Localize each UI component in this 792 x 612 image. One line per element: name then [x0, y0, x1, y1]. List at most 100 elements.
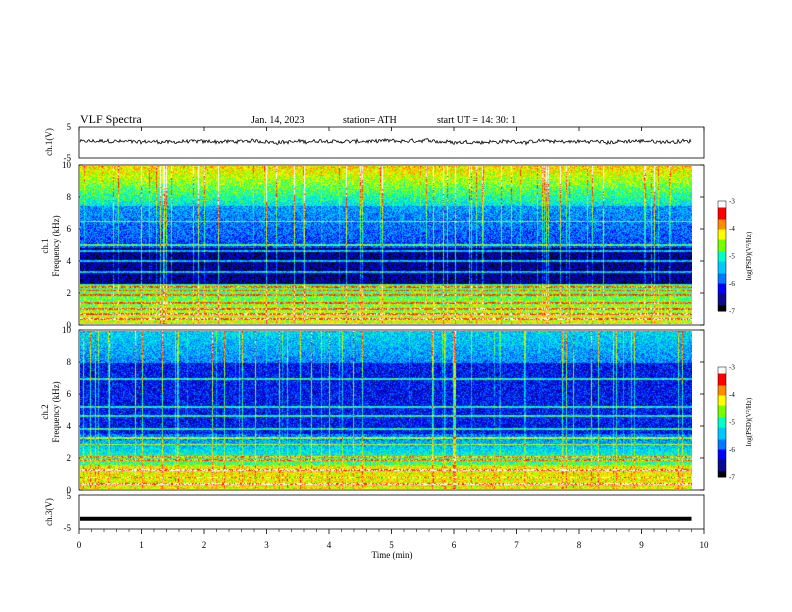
ch2-spec-ytick-label: 8	[67, 357, 72, 367]
ch1-colorbar-cell	[718, 217, 726, 220]
time-tick-label: 10	[700, 540, 710, 550]
time-tick-label: 9	[639, 540, 644, 550]
ch2-spec-ylabel-channel: ch.2	[40, 404, 50, 419]
ch1-colorbar-cell	[718, 245, 726, 248]
ch2-colorbar: -3 -4 -5 -6 -7	[717, 364, 735, 482]
ch1-colorbar-tick: -5	[729, 253, 735, 261]
ch1-colorbar-cell	[718, 261, 726, 264]
ch2-colorbar-cell	[718, 437, 726, 440]
ch3-ytick-bottom: -5	[64, 523, 72, 533]
ch2-colorbar-cell	[718, 431, 726, 434]
ch1-colorbar-frame	[717, 200, 727, 312]
ch1-colorbar-cell	[718, 257, 726, 260]
time-tick-label: 6	[452, 540, 457, 550]
ch2-colorbar-cell	[718, 375, 726, 378]
figure-title: VLF Spectra	[80, 112, 142, 126]
ch1-trace	[79, 137, 692, 146]
ch2-colorbar-tick: -4	[729, 391, 735, 399]
ch1-spec-ytick-label: 10	[62, 160, 72, 170]
ch1-colorbar-cell	[718, 295, 726, 298]
ch2-spectrogram-image	[80, 331, 692, 489]
ch2-colorbar-cell	[718, 381, 726, 384]
ch1-colorbar-cell	[718, 219, 726, 222]
ch1-colorbar-cell	[718, 303, 726, 306]
ch2-colorbar-cell	[718, 415, 726, 418]
ch1-colorbar-cell	[718, 225, 726, 228]
ch1-colorbar-cell	[718, 237, 726, 240]
ch1-ytick-top: 5	[67, 122, 72, 132]
ch2-colorbar-cell	[718, 473, 726, 476]
start-time-label: start UT = 14: 30: 1	[437, 115, 516, 126]
ch2-spec-ytick-label: 6	[67, 389, 72, 399]
ch1-colorbar-cell	[718, 253, 726, 256]
ch2-colorbar-cell	[718, 399, 726, 402]
ch1-colorbar-cell	[718, 307, 726, 310]
ch2-colorbar-tick: -6	[729, 446, 735, 454]
ch3-ylabel: ch.3(V)	[44, 498, 54, 526]
ch1-colorbar-cell	[718, 277, 726, 280]
time-tick-label: 0	[77, 540, 82, 550]
ch2-colorbar-cell	[718, 419, 726, 422]
ch2-colorbar-cell	[718, 369, 726, 372]
ch1-colorbar-cell	[718, 305, 726, 308]
ch1-colorbar-cell	[718, 259, 726, 262]
ch2-colorbar-cell	[718, 467, 726, 470]
ch1-colorbar-cell	[718, 251, 726, 254]
ch2-colorbar-cell	[718, 391, 726, 394]
ch1-colorbar-cell	[718, 263, 726, 266]
ch1-spec-ytick-label: 6	[67, 224, 72, 234]
ch2-colorbar-tick: -3	[729, 364, 735, 372]
ch1-colorbar-cell	[718, 297, 726, 300]
ch2-colorbar-cell	[718, 395, 726, 398]
ch2-colorbar-cell	[718, 439, 726, 442]
time-tick-label: 8	[577, 540, 582, 550]
ch1-colorbar-cell	[718, 299, 726, 302]
time-tick-label: 7	[514, 540, 519, 550]
ch1-colorbar-cell	[718, 243, 726, 246]
ch1-colorbar-tick: -6	[729, 280, 735, 288]
ch2-colorbar-cell	[718, 475, 726, 478]
ch2-colorbar-cell	[718, 423, 726, 426]
ch1-colorbar-cell	[718, 267, 726, 270]
ch2-colorbar-cell	[718, 443, 726, 446]
ch1-colorbar-cell	[718, 227, 726, 230]
ch2-colorbar-cell	[718, 405, 726, 408]
ch2-spec-ytick-label: 0	[67, 485, 72, 495]
time-tick-label: 3	[264, 540, 269, 550]
ch2-colorbar-cell	[718, 393, 726, 396]
ch2-colorbar-cell	[718, 445, 726, 448]
ch2-colorbar-cell	[718, 455, 726, 458]
ch1-spectrogram-image	[80, 166, 692, 324]
ch2-colorbar-cell	[718, 447, 726, 450]
ch2-colorbar-tick: -7	[729, 474, 735, 482]
ch2-colorbar-cell	[718, 401, 726, 404]
ch2-colorbar-cell	[718, 379, 726, 382]
ch2-colorbar-cell	[718, 409, 726, 412]
ch1-colorbar-cell	[718, 279, 726, 282]
ch1-colorbar: -3 -4 -5 -6 -7	[717, 198, 735, 316]
ch2-colorbar-cell	[718, 373, 726, 376]
ch1-colorbar-cell	[718, 215, 726, 218]
ch2-colorbar-cell	[718, 387, 726, 390]
ch1-colorbar-cell	[718, 213, 726, 216]
ch2-colorbar-cell	[718, 397, 726, 400]
ch2-colorbar-cell	[718, 471, 726, 474]
ch1-colorbar-label: log(PSD)(V²/Hz)	[745, 231, 753, 280]
ch3-ytick-top: 5	[67, 491, 72, 501]
ch1-colorbar-cell	[718, 289, 726, 292]
ch1-colorbar-cell	[718, 293, 726, 296]
ch2-colorbar-cell	[718, 469, 726, 472]
ch1-colorbar-cell	[718, 205, 726, 208]
ch2-colorbar-cell	[718, 413, 726, 416]
ch1-colorbar-cell	[718, 207, 726, 210]
ch1-spec-ylabel: Frequency (kHz)	[51, 215, 61, 276]
ch1-ytick-bottom: -5	[64, 153, 72, 163]
ch1-colorbar-cell	[718, 203, 726, 206]
ch1-spec-ytick-label: 4	[67, 256, 72, 266]
ch1-colorbar-tick: -4	[729, 225, 735, 233]
ch2-spec-ytick-label: 4	[67, 421, 72, 431]
ch2-colorbar-cell	[718, 459, 726, 462]
ch1-colorbar-cell	[718, 265, 726, 268]
time-axis-label: Time (min)	[372, 550, 413, 560]
ch1-colorbar-cell	[718, 247, 726, 250]
